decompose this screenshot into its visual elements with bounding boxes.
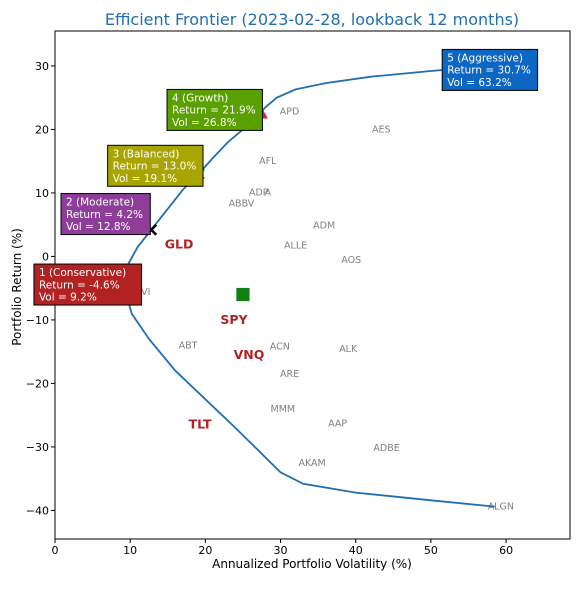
asset-label: ABBV: [229, 199, 255, 210]
x-tick-label: 0: [52, 544, 59, 557]
asset-label: AOS: [341, 255, 361, 266]
benchmark-label: GLD: [165, 236, 194, 251]
y-tick-label: −10: [26, 314, 49, 327]
portfolio-annotation-text: Vol = 12.8%: [66, 221, 131, 233]
benchmark-label: TLT: [189, 417, 212, 432]
plot-area: 0 10 20 30 40 50 60 −40 −30 −20 −10 0 10 20 30 AES APD AF…: [26, 30, 571, 557]
asset-label: ABT: [179, 340, 198, 351]
portfolio-annotation-text: Vol = 19.1%: [113, 173, 178, 185]
x-tick-label: 50: [424, 544, 438, 557]
asset-label: AFL: [259, 156, 277, 167]
square-marker: [236, 287, 250, 302]
y-tick-label: −30: [26, 441, 49, 454]
asset-label: ALGN: [488, 502, 514, 513]
portfolio-annotation-text: Vol = 9.2%: [39, 292, 97, 304]
asset-label: AAP: [328, 418, 347, 429]
y-tick-label: 20: [35, 123, 49, 136]
portfolio-annotation-text: Return = 21.9%: [172, 105, 256, 117]
x-tick-label: 60: [499, 544, 513, 557]
asset-label: A: [265, 187, 272, 198]
portfolio-annotation-box: [33, 263, 143, 306]
x-tick-label: 10: [123, 544, 137, 557]
portfolio-annotation-text: 3 (Balanced): [113, 148, 180, 160]
asset-label: AKAM: [298, 458, 325, 469]
asset-label: ACN: [270, 342, 290, 353]
asset-label: ALLE: [284, 241, 307, 252]
chart-title: Efficient Frontier (2023-02-28, lookback…: [105, 10, 519, 29]
asset-label: ARE: [280, 369, 299, 380]
portfolio-annotation-text: 4 (Growth): [172, 92, 228, 104]
asset-label: ADM: [313, 220, 335, 231]
asset-label: ADP: [249, 187, 269, 198]
asset-label: AES: [372, 124, 391, 135]
asset-label: ALK: [339, 344, 358, 355]
asset-label: ADBE: [373, 443, 399, 454]
efficient-frontier-line: [123, 60, 531, 508]
x-axis-label: Annualized Portfolio Volatility (%): [212, 557, 412, 571]
portfolio-annotation-text: Vol = 26.8%: [172, 117, 237, 129]
portfolio-annotation-box: [166, 88, 263, 131]
asset-label: APD: [280, 107, 300, 118]
portfolio-annotation-text: Vol = 63.2%: [447, 77, 512, 89]
y-tick-label: 10: [35, 187, 49, 200]
y-tick-label: −40: [26, 504, 49, 517]
y-tick-label: 0: [42, 250, 49, 263]
portfolio-annotation-text: 2 (Moderate): [66, 197, 134, 209]
portfolio-annotation-box: [107, 144, 204, 187]
portfolio-annotation-text: 5 (Aggressive): [447, 52, 523, 64]
x-tick-label: 40: [349, 544, 363, 557]
y-tick-label: 30: [35, 60, 49, 73]
portfolio-annotation-box: [441, 48, 539, 91]
portfolio-annotation-text: Return = 4.2%: [66, 209, 143, 221]
x-tick-label: 20: [198, 544, 212, 557]
portfolio-annotation-text: Return = -4.6%: [39, 279, 120, 291]
portfolio-annotation-text: Return = 30.7%: [447, 65, 531, 77]
portfolio-annotation-text: 1 (Conservative): [39, 267, 126, 279]
x-tick-label: 30: [274, 544, 288, 557]
portfolio-annotation-text: Return = 13.0%: [113, 161, 197, 173]
y-axis-label: Portfolio Return (%): [10, 228, 24, 346]
y-tick-label: −20: [26, 377, 49, 390]
benchmark-label: VNQ: [234, 347, 265, 362]
asset-label: MMM: [271, 404, 296, 415]
portfolio-annotation-box: [60, 193, 151, 236]
benchmark-label: SPY: [220, 312, 248, 327]
